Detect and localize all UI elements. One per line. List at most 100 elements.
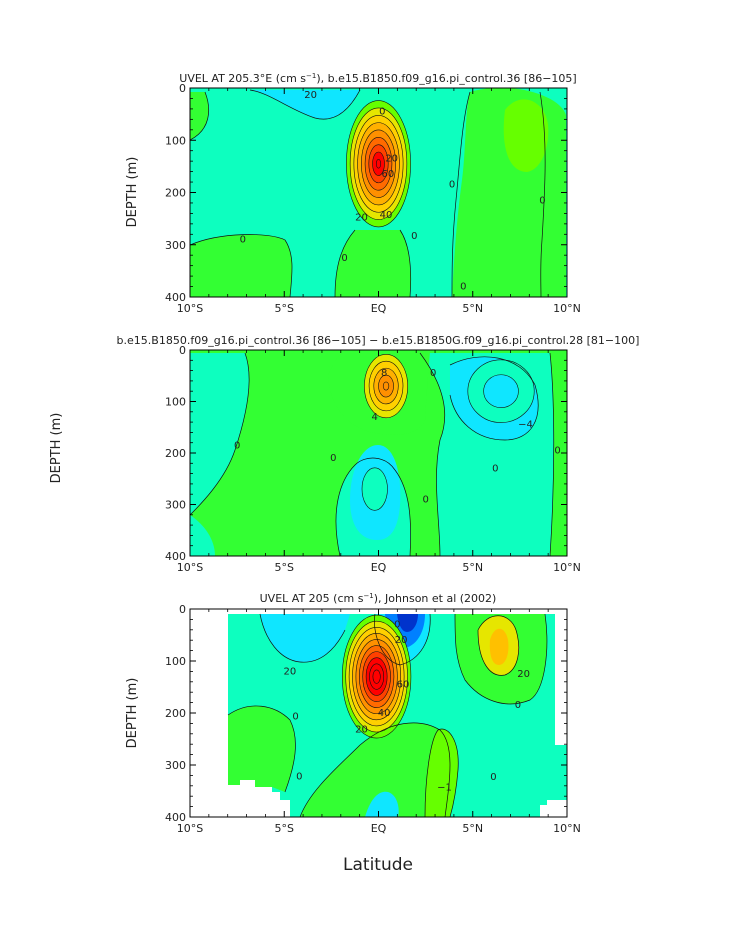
panel-1-contour-label-10: 0 bbox=[411, 231, 417, 242]
panel-3-xtick-label-3: 5°N bbox=[462, 822, 483, 835]
panel-2-core-levels bbox=[361, 354, 535, 511]
ylabel-panel-1: DEPTH (m) bbox=[125, 157, 140, 228]
panel-1-contour-label-0: 20 bbox=[304, 90, 317, 101]
panel-3-contour-label-5: 20 bbox=[355, 725, 368, 736]
panel-3-contour-label-3: 60 bbox=[397, 679, 410, 690]
panel-1-ytick-label-0: 0 bbox=[179, 82, 186, 95]
panel-1-west-surface-eastward bbox=[190, 92, 209, 140]
panel-2-ytick-label-4: 400 bbox=[165, 550, 186, 563]
panel-2-xtick-label-4: 10°N bbox=[553, 561, 581, 574]
panel-3-ytick-label-1: 100 bbox=[165, 655, 186, 668]
panel-3-ytick-label-3: 300 bbox=[165, 759, 186, 772]
panel-3-xtick-label-1: 5°S bbox=[275, 822, 294, 835]
panel-1-contour-label-11: 0 bbox=[460, 282, 466, 293]
panel-3-deep-lime bbox=[425, 729, 459, 817]
panel-1-xtick-label-4: 10°N bbox=[553, 302, 581, 315]
panel-3-contour-label-0: 20 bbox=[284, 666, 297, 677]
panel-3-contour-label-1: 0 bbox=[394, 620, 400, 631]
panel-2-contour-label-4: 0 bbox=[234, 440, 240, 451]
ylabel-panel-3: DEPTH (m) bbox=[125, 678, 140, 749]
panel-2-field: 8 4 0 −4 0 0 0 0 0 bbox=[190, 350, 567, 556]
panel-1-ytick-label-2: 200 bbox=[165, 187, 186, 200]
panel-1-contour-label-3: 60 bbox=[382, 169, 395, 180]
xlabel: Latitude bbox=[343, 855, 413, 875]
panel-1-contour-label-8: 0 bbox=[240, 235, 246, 246]
panel-3-xtick-label-4: 10°N bbox=[553, 822, 581, 835]
panel-2-contour-lines bbox=[190, 352, 555, 556]
panel-2-ytick-label-1: 100 bbox=[165, 396, 186, 409]
panel-3-xtick-label-0: 10°S bbox=[177, 822, 203, 835]
panel-3-contour-label-8: 0 bbox=[515, 700, 521, 711]
panel-3-ytick-label-0: 0 bbox=[179, 603, 186, 616]
panel-2-ytick-label-0: 0 bbox=[179, 344, 186, 357]
panel-1-contour-zero-west bbox=[190, 91, 209, 141]
panel-3-ytick-label-4: 400 bbox=[165, 811, 186, 824]
panel-3-undercurrent-core-level-10 bbox=[372, 669, 381, 684]
panel-3-field: 20 0 20 60 40 20 20 0 0 0 −1 0 bbox=[190, 609, 567, 817]
panel-1-contour-zero-south-deep bbox=[190, 234, 293, 297]
panel-2-negative-anomaly-deep-level-1 bbox=[361, 467, 388, 511]
panel-3-deep-green bbox=[300, 722, 450, 817]
panel-3-contour-north bbox=[454, 613, 548, 705]
panel-1-contour-labels: 20 0 20 60 40 20 0 0 0 0 0 0 bbox=[240, 90, 546, 293]
panel-1-shallow-westward-band bbox=[250, 90, 360, 120]
panel-1-xtick-label-0: 10°S bbox=[177, 302, 203, 315]
panel-3-north-core-inner bbox=[489, 628, 509, 665]
panel-2-xtick-label-3: 5°N bbox=[462, 561, 483, 574]
panel-3-contour-labels: 20 0 20 60 40 20 20 0 0 0 −1 0 bbox=[284, 620, 530, 794]
panel-1-field: 20 0 20 60 40 20 0 0 0 0 0 0 bbox=[190, 88, 567, 297]
panel-1-contour-zero-eq-deep bbox=[334, 229, 412, 297]
panel-1: UVEL AT 205.3°E (cm s−1), b.e15.B1850.f0… bbox=[165, 72, 581, 315]
panel-1-contour-label-9: 0 bbox=[341, 253, 347, 264]
panel-3-contour-label-6: 20 bbox=[517, 669, 530, 680]
panel-1-contour-label-5: 20 bbox=[355, 213, 368, 224]
panel-2: b.e15.B1850.f09_g16.pi_control.36 [86−10… bbox=[117, 334, 640, 574]
ylabel-shared: DEPTH (m) bbox=[49, 413, 64, 484]
panel-3-contour-deep-lime bbox=[424, 728, 459, 817]
panel-1-contour-label-1: 0 bbox=[379, 107, 385, 118]
panel-2-xtick-label-1: 5°S bbox=[275, 561, 294, 574]
panel-2-ytick-label-3: 300 bbox=[165, 499, 186, 512]
panel-3-contour-lines bbox=[227, 613, 548, 817]
panel-2-contour-neg4 bbox=[449, 356, 539, 441]
panel-2-contour-zero-north bbox=[419, 352, 446, 556]
panel-1-north-core bbox=[503, 99, 549, 172]
panel-2-contour-label-5: 0 bbox=[330, 453, 336, 464]
panel-1-undercurrent-core-level-9 bbox=[375, 159, 382, 169]
panel-1-core-levels bbox=[346, 100, 411, 228]
panel-1-contour-label-4: 40 bbox=[380, 210, 393, 221]
panel-1-ytick-label-3: 300 bbox=[165, 239, 186, 252]
panel-1-xtick-label-3: 5°N bbox=[462, 302, 483, 315]
panel-3-contour-south bbox=[227, 705, 296, 793]
panel-3-contour-shallow bbox=[259, 613, 346, 663]
panel-1-contour-label-2: 20 bbox=[385, 154, 398, 165]
panel-2-xtick-label-2: EQ bbox=[371, 561, 387, 574]
panel-1-contour-label-6: 0 bbox=[449, 180, 455, 191]
panel-3-contour-label-10: −1 bbox=[437, 782, 452, 793]
panel-3-contour-label-7: 0 bbox=[292, 712, 298, 723]
panel-2-contour-zero-deep bbox=[335, 457, 411, 556]
panel-3-contour-jet bbox=[374, 613, 431, 666]
panel-1-contour-westward bbox=[249, 89, 361, 120]
panel-2-contour-labels: 8 4 0 −4 0 0 0 0 0 bbox=[234, 368, 561, 505]
panel-1-xtick-label-2: EQ bbox=[371, 302, 387, 315]
panel-1-contour-lines bbox=[190, 89, 546, 297]
panel-1-eq-deep bbox=[335, 230, 411, 297]
panel-2-contour-label-2: 0 bbox=[430, 368, 436, 379]
panel-3-contour-deep bbox=[299, 722, 451, 817]
panel-3-contour-label-2: 20 bbox=[395, 635, 408, 646]
panel-2-xtick-label-0: 10°S bbox=[177, 561, 203, 574]
panel-3-jet-core bbox=[397, 614, 418, 632]
panel-3-deep-cyan bbox=[365, 791, 399, 817]
panel-3-title: UVEL AT 205 (cm s−1), Johnson et al (200… bbox=[260, 592, 497, 605]
panel-2-positive-anomaly-level-5 bbox=[382, 381, 390, 391]
panel-3: UVEL AT 205 (cm s−1), Johnson et al (200… bbox=[165, 592, 581, 835]
panel-2-west-deep bbox=[190, 515, 215, 556]
panel-3-contour-north-core bbox=[477, 615, 519, 676]
panel-2-contour-label-0: 8 bbox=[381, 368, 387, 379]
panel-1-title: UVEL AT 205.3°E (cm s−1), b.e15.B1850.f0… bbox=[179, 72, 576, 85]
panel-2-contour-label-8: 0 bbox=[422, 494, 428, 505]
